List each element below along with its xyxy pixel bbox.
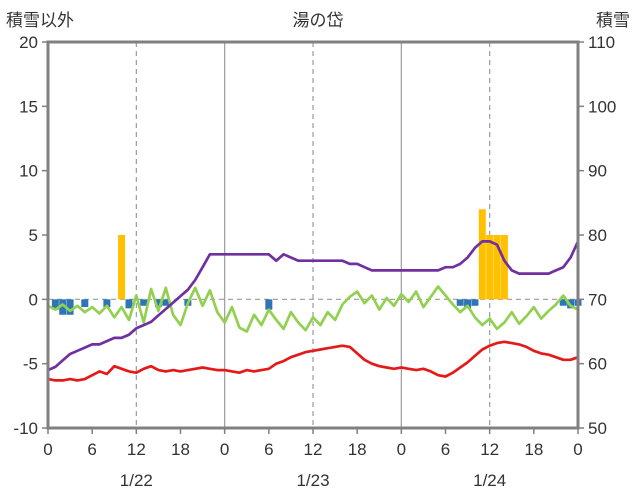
day-label: 1/24 <box>473 471 506 490</box>
right-tick-label: 70 <box>588 290 607 309</box>
day-label: 1/22 <box>120 471 153 490</box>
hour-tick-label: 12 <box>480 440 499 459</box>
hour-tick-label: 18 <box>524 440 543 459</box>
left-tick-label: 20 <box>19 33 38 52</box>
green-line <box>46 285 580 333</box>
hour-tick-label: 0 <box>43 440 52 459</box>
blue-bars-bar <box>140 299 148 306</box>
right-tick-label: 110 <box>588 33 615 52</box>
hour-tick-label: 0 <box>397 440 406 459</box>
hour-tick-label: 6 <box>264 440 273 459</box>
hour-tick-label: 6 <box>441 440 450 459</box>
hour-tick-label: 0 <box>573 440 582 459</box>
left-tick-label: 10 <box>19 162 38 181</box>
blue-bars-bar <box>103 299 111 308</box>
right-tick-label: 90 <box>588 162 607 181</box>
left-tick-label: 0 <box>29 290 38 309</box>
blue-bars-bar <box>265 299 273 310</box>
blue-bars-bar <box>154 299 162 308</box>
left-tick-label: 15 <box>19 97 38 116</box>
blue-bars-bar <box>51 299 59 310</box>
right-tick-label: 60 <box>588 355 607 374</box>
blue-bars-bar <box>59 299 67 315</box>
red-line <box>46 340 580 382</box>
purple-line <box>46 240 580 372</box>
orange-bars-bar <box>493 235 501 300</box>
orange-bars-bar <box>118 235 126 300</box>
right-tick-label: 50 <box>588 419 607 438</box>
blue-bars-bar <box>559 299 567 306</box>
blue-bars-bar <box>81 299 89 308</box>
hour-tick-label: 0 <box>220 440 229 459</box>
orange-bars-bar <box>486 235 494 300</box>
chart-title: 湯の岱 <box>292 11 344 30</box>
orange-bars-bar <box>500 235 508 300</box>
blue-bars-bar <box>125 299 133 309</box>
blue-bars-bar <box>66 299 74 315</box>
blue-bars-bar <box>464 299 472 309</box>
hour-tick-label: 12 <box>304 440 323 459</box>
left-tick-label: -10 <box>13 419 38 438</box>
day-label: 1/23 <box>296 471 329 490</box>
hour-tick-label: 18 <box>348 440 367 459</box>
hour-tick-label: 18 <box>171 440 190 459</box>
right-tick-label: 100 <box>588 97 616 116</box>
right-axis-title: 積雪 <box>596 11 630 30</box>
blue-bars-bar <box>162 299 170 306</box>
blue-bars-bar <box>456 299 464 306</box>
left-tick-label: 5 <box>29 226 38 245</box>
hour-tick-label: 6 <box>87 440 96 459</box>
blue-bars-bar <box>471 299 479 306</box>
hour-tick-label: 12 <box>127 440 146 459</box>
left-tick-label: -5 <box>23 355 38 374</box>
right-tick-label: 80 <box>588 226 607 245</box>
left-axis-title: 積雪以外 <box>6 11 74 30</box>
orange-bars-bar <box>478 209 486 300</box>
